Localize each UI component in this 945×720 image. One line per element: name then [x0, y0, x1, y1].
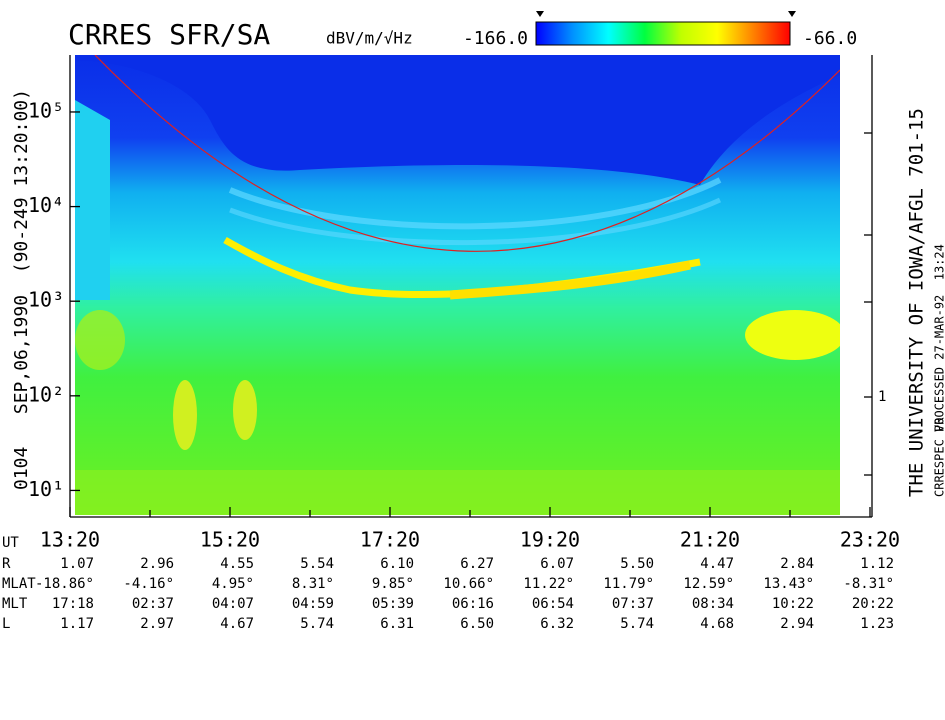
ephemeris-value: 2.94 [780, 616, 814, 632]
colorbar-max: -66.0 [803, 28, 857, 49]
ephemeris-value: 9.85° [372, 576, 414, 592]
y2-tick-label: 1 [878, 389, 886, 405]
ephemeris-value: 07:37 [612, 596, 654, 612]
ephemeris-value: 2.97 [140, 616, 174, 632]
ephemeris-label: L [2, 616, 10, 632]
ephemeris-value: 4.68 [700, 616, 734, 632]
x-tick-label: 21:20 [680, 528, 740, 552]
ephemeris-value: 8.31° [292, 576, 334, 592]
ephemeris-value: 4.47 [700, 556, 734, 572]
x-tick-label: 13:20 [40, 528, 100, 552]
ephemeris-value: 5.74 [620, 616, 654, 632]
ephemeris-value: 1.17 [60, 616, 94, 632]
spectrogram [75, 55, 840, 515]
x-tick-label: 23:20 [840, 528, 900, 552]
x-tick-label: 19:20 [520, 528, 580, 552]
ephemeris-value: 10.66° [443, 576, 494, 592]
ephemeris-value: 4.55 [220, 556, 254, 572]
ephemeris-value: -4.16° [123, 576, 174, 592]
ephemeris-value: 5.54 [300, 556, 334, 572]
ephemeris-value: 02:37 [132, 596, 174, 612]
ephemeris-value: 6.07 [540, 556, 574, 572]
ephemeris-value: 6.32 [540, 616, 574, 632]
ephemeris-value: 5.74 [300, 616, 334, 632]
ephemeris-value: 04:59 [292, 596, 334, 612]
colorbar-unit: dBV/m/√Hz [326, 29, 413, 48]
y-tick-label: 10⁴ [28, 193, 64, 217]
ephemeris-value: 06:16 [452, 596, 494, 612]
x-tick-label: 17:20 [360, 528, 420, 552]
ephemeris-value: 6.50 [460, 616, 494, 632]
ephemeris-label: R [2, 556, 11, 572]
ephemeris-value: 1.12 [860, 556, 894, 572]
ephemeris-value: 4.95° [212, 576, 254, 592]
ephemeris-value: 08:34 [692, 596, 734, 612]
y-tick-label: 10¹ [28, 477, 64, 501]
ephemeris-value: 4.67 [220, 616, 254, 632]
chart-title: CRRES SFR/SA [68, 18, 270, 51]
right-caption: CRRESPEC V0 [933, 418, 945, 497]
ephemeris-value: 2.84 [780, 556, 814, 572]
colorbar-marker [536, 11, 544, 17]
ephemeris-value: 1.23 [860, 616, 894, 632]
ephemeris-value: 10:22 [772, 596, 814, 612]
x-axis-label: UT [2, 535, 19, 551]
ephemeris-value: -18.86° [35, 576, 94, 592]
ephemeris-value: 11.79° [603, 576, 654, 592]
ephemeris-value: 1.07 [60, 556, 94, 572]
left-caption: 0104 SEP,06,1990 (90-249 13:20:00) [11, 89, 32, 490]
ephemeris-value: 11.22° [523, 576, 574, 592]
ephemeris-value: 04:07 [212, 596, 254, 612]
y-tick-label: 10⁵ [28, 98, 64, 122]
colorbar-min: -166.0 [463, 28, 528, 49]
ephemeris-value: 06:54 [532, 596, 574, 612]
y-tick-label: 10² [28, 382, 64, 406]
ephemeris-value: 05:39 [372, 596, 414, 612]
right-caption: PROCESSED 27-MAR-92 13:24 [933, 244, 945, 432]
ephemeris-value: -8.31° [843, 576, 894, 592]
ephemeris-value: 13.43° [763, 576, 814, 592]
ephemeris-value: 17:18 [52, 596, 94, 612]
ephemeris-value: 5.50 [620, 556, 654, 572]
right-caption: THE UNIVERSITY OF IOWA/AFGL 701-15 [906, 108, 928, 497]
colorbar [535, 21, 791, 46]
ephemeris-value: 6.10 [380, 556, 414, 572]
y-tick-label: 10³ [28, 288, 64, 312]
ephemeris-value: 6.31 [380, 616, 414, 632]
ephemeris-value: 2.96 [140, 556, 174, 572]
colorbar-marker [788, 11, 796, 17]
ephemeris-value: 20:22 [852, 596, 894, 612]
ephemeris-value: 12.59° [683, 576, 734, 592]
ephemeris-label: MLAT [2, 576, 36, 592]
ephemeris-label: MLT [2, 596, 28, 612]
ephemeris-value: 6.27 [460, 556, 494, 572]
x-tick-label: 15:20 [200, 528, 260, 552]
